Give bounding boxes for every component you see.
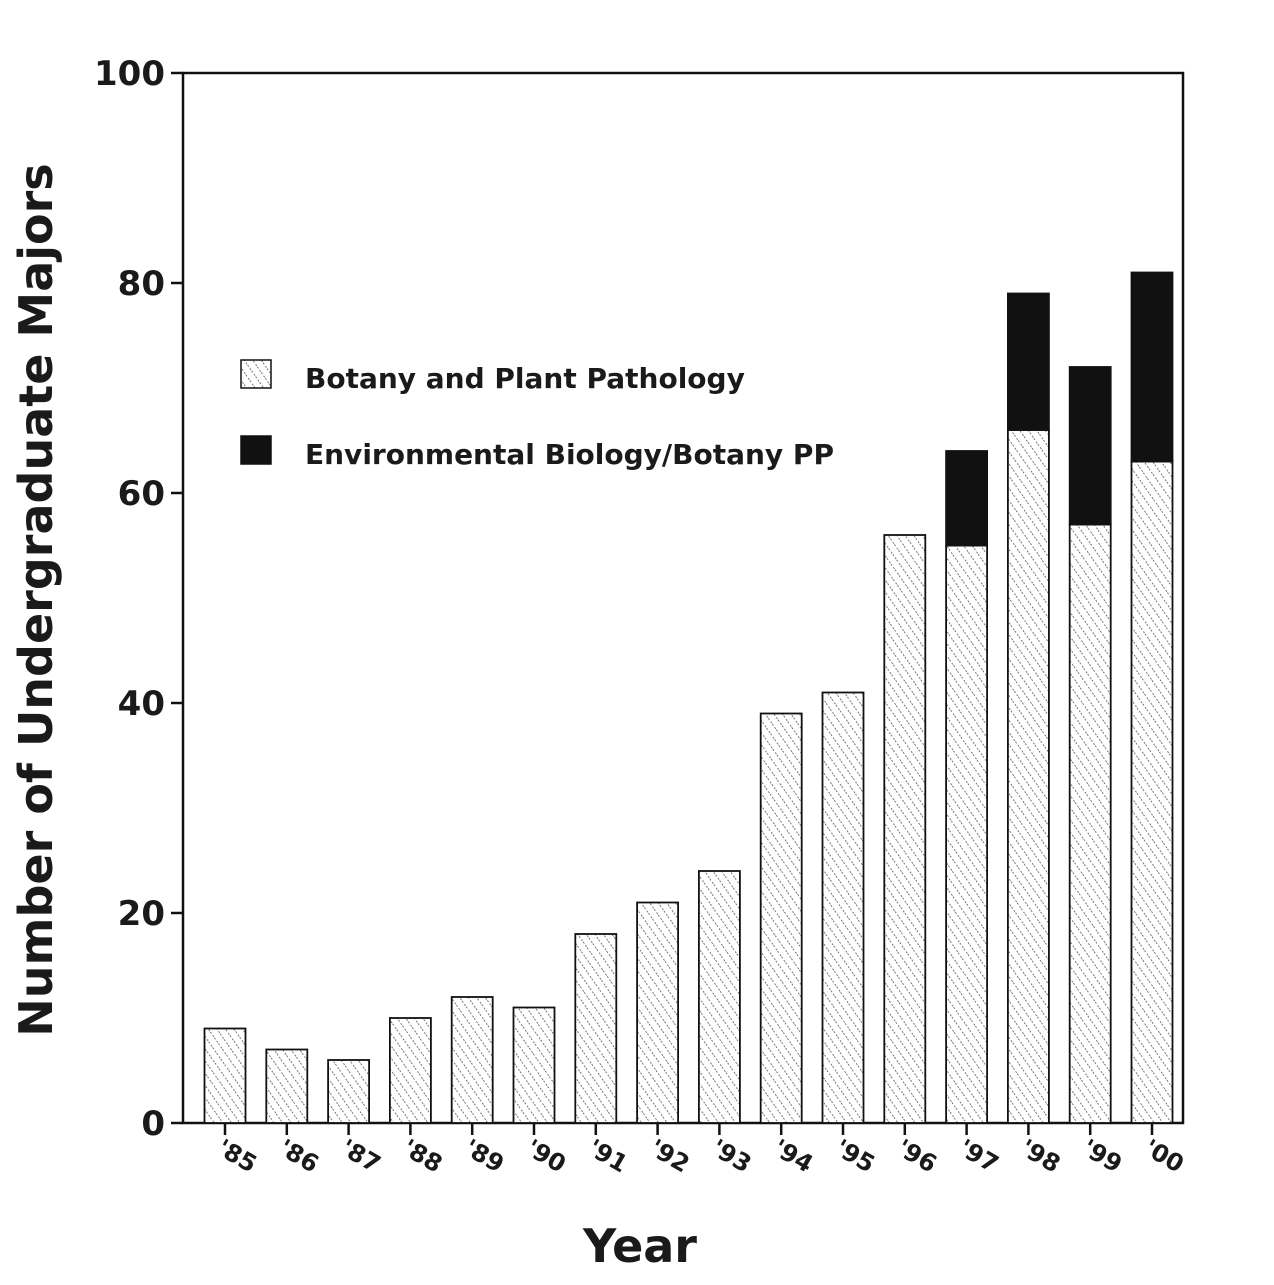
y-tick-label: 20 — [118, 894, 165, 934]
bar-botany — [1130, 460, 1174, 1124]
x-tick-label: '96 — [892, 1134, 941, 1179]
bar-botany — [945, 544, 988, 1124]
y-tick-label: 80 — [118, 264, 165, 304]
bar-botany — [450, 996, 494, 1124]
y-axis: 0 20 40 60 80 100 — [94, 54, 183, 1144]
x-tick-label: '97 — [954, 1134, 1003, 1179]
legend-swatch-env-bio — [240, 435, 272, 465]
y-axis-title: Number of Undergraduate Majors — [9, 163, 63, 1036]
x-tick-label: '98 — [1016, 1134, 1065, 1179]
x-tick-label: '86 — [274, 1134, 323, 1179]
bar-botany — [1068, 523, 1112, 1124]
bar-botany — [203, 1027, 247, 1124]
y-tick-label: 100 — [94, 54, 165, 94]
x-tick-label: '85 — [212, 1134, 261, 1179]
y-tick-label: 60 — [118, 474, 165, 514]
bar-env-bio — [1068, 366, 1112, 526]
x-tick-label: '00 — [1139, 1134, 1188, 1179]
x-tick-label: '87 — [336, 1134, 385, 1179]
x-tick-label: '94 — [769, 1134, 818, 1179]
legend: Botany and Plant Pathology Environmental… — [240, 359, 834, 471]
bar-botany — [1007, 429, 1050, 1124]
x-tick-label: '89 — [460, 1134, 509, 1179]
x-tick-label: '93 — [707, 1134, 756, 1179]
x-axis: '85 '86 '87 '88 '89 '90 '91 '92 '93 '94 '95 '96 '97 '… — [212, 1123, 1189, 1179]
x-tick-label: '88 — [398, 1134, 447, 1179]
x-tick-label: '99 — [1078, 1134, 1127, 1179]
bar-botany — [636, 901, 679, 1124]
x-tick-label: '92 — [645, 1134, 694, 1179]
bar-botany — [883, 534, 927, 1124]
bars — [203, 271, 1174, 1124]
bar-botany — [574, 933, 618, 1124]
legend-label-botany: Botany and Plant Pathology — [305, 362, 745, 395]
y-tick-label: 0 — [141, 1104, 165, 1144]
x-tick-label: '91 — [583, 1134, 632, 1179]
bar-botany — [759, 712, 803, 1124]
x-tick-label: '90 — [521, 1134, 570, 1179]
y-tick-label: 40 — [118, 684, 165, 724]
legend-swatch-botany — [240, 359, 272, 389]
bar-env-bio — [945, 450, 988, 547]
bar-botany — [265, 1048, 309, 1124]
x-axis-title: Year — [582, 1219, 697, 1273]
bar-env-bio — [1130, 271, 1174, 463]
bar-env-bio — [1007, 292, 1050, 431]
bar-botany — [698, 870, 741, 1124]
bar-botany — [512, 1006, 556, 1124]
plot-frame — [181, 71, 1185, 1125]
bar-botany — [327, 1059, 371, 1124]
x-tick-label: '95 — [830, 1134, 879, 1179]
bar-botany — [821, 691, 865, 1124]
bar-botany — [388, 1017, 432, 1124]
legend-label-env-bio: Environmental Biology/Botany PP — [305, 438, 834, 471]
